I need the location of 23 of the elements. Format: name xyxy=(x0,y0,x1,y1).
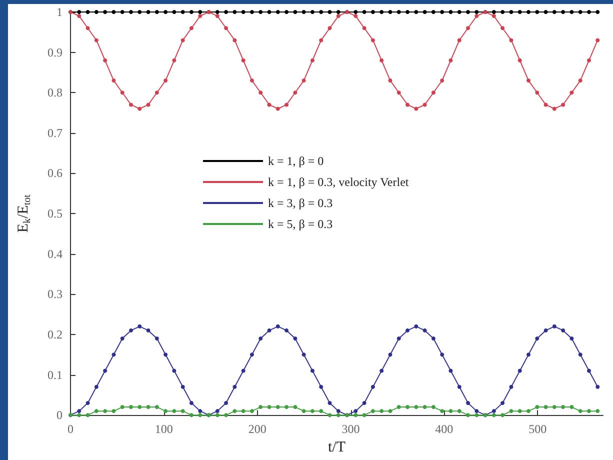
y-tick-label: 0.1 xyxy=(48,368,62,382)
y-tick-label: 0 xyxy=(56,408,62,422)
x-tick-label: 300 xyxy=(342,422,360,436)
y-tick-label: 0.2 xyxy=(48,327,62,342)
legend-label: k = 5, β = 0.3 xyxy=(268,217,333,231)
x-tick-label: 100 xyxy=(154,422,173,436)
y-tick-label: 0.3 xyxy=(48,287,62,302)
x-axis-title: t/T xyxy=(328,440,346,456)
x-tick-label: 0 xyxy=(68,422,74,436)
y-tick-label: 0.5 xyxy=(48,206,62,221)
y-tick-label: 0.8 xyxy=(48,86,62,100)
y-axis-title: Ek/Etot xyxy=(16,194,33,233)
y-tick-label: 0.9 xyxy=(48,45,62,60)
y-tick-label: 0.6 xyxy=(48,166,62,180)
x-tick-label: 500 xyxy=(528,422,547,436)
legend-label: k = 3, β = 0.3 xyxy=(268,196,333,210)
y-tick-label: 1 xyxy=(56,5,62,19)
y-tick-label: 0.4 xyxy=(48,246,62,261)
x-tick-label: 400 xyxy=(435,422,454,436)
legend-label: k = 1, β = 0 xyxy=(268,154,324,168)
x-tick-label: 200 xyxy=(248,422,266,436)
y-tick-label: 0.7 xyxy=(48,126,62,140)
legend-label: k = 1, β = 0.3, velocity Verlet xyxy=(268,175,410,189)
